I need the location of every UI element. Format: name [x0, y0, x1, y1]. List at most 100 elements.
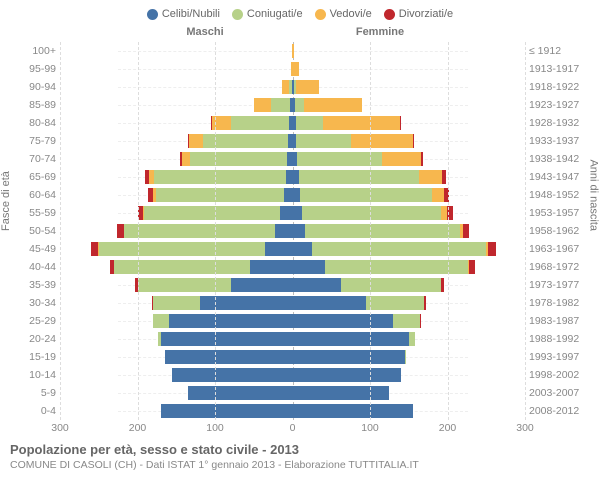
bar-segment-single — [293, 206, 302, 220]
bar-segment-single — [293, 332, 409, 346]
birth-year-label: 1933-1937 — [525, 132, 600, 150]
bar-female — [293, 98, 363, 112]
birth-year-label: 1968-1972 — [525, 258, 600, 276]
bar-row — [60, 384, 525, 402]
plot-area — [60, 42, 525, 420]
age-group-label: 30-34 — [0, 294, 60, 312]
bar-segment-single — [293, 278, 341, 292]
bar-female — [293, 242, 496, 256]
bar-segment-widowed — [351, 134, 413, 148]
bar-rows — [60, 42, 525, 420]
bar-female — [293, 350, 406, 364]
bar-female — [293, 314, 422, 328]
bar-segment-widowed — [182, 152, 190, 166]
bar-segment-divorced — [117, 224, 124, 238]
legend-label: Coniugati/e — [247, 8, 303, 20]
column-headers: Maschi Femmine — [0, 26, 600, 42]
bar-male — [91, 242, 292, 256]
bar-male — [172, 368, 292, 382]
bar-row — [60, 186, 525, 204]
gridline — [525, 42, 526, 420]
bar-segment-married — [405, 350, 406, 364]
bar-segment-single — [250, 260, 293, 274]
bar-segment-married — [231, 116, 289, 130]
birth-year-label: 1918-1922 — [525, 78, 600, 96]
bar-row — [60, 222, 525, 240]
bar-segment-single — [169, 314, 293, 328]
bar-segment-single — [280, 206, 292, 220]
bar-segment-single — [293, 404, 413, 418]
birth-year-label: 1953-1957 — [525, 204, 600, 222]
age-group-label: 95-99 — [0, 60, 60, 78]
bar-segment-widowed — [432, 188, 444, 202]
bar-segment-single — [231, 278, 293, 292]
bar-male — [282, 80, 293, 94]
birth-year-label: 1983-1987 — [525, 312, 600, 330]
xaxis-label: 100 — [361, 422, 379, 434]
bar-segment-married — [393, 314, 420, 328]
bar-segment-widowed — [293, 44, 295, 58]
bar-segment-married — [299, 170, 419, 184]
bar-female — [293, 134, 415, 148]
age-group-label: 80-84 — [0, 114, 60, 132]
plot: Fasce di età Anni di nascita 100+95-9990… — [0, 42, 600, 420]
bar-male — [165, 350, 293, 364]
bar-segment-married — [296, 134, 350, 148]
bar-segment-single — [293, 224, 305, 238]
bar-row — [60, 366, 525, 384]
bar-segment-married — [271, 98, 290, 112]
bar-female — [293, 368, 402, 382]
bar-segment-married — [300, 188, 432, 202]
legend-item: Divorziati/e — [384, 8, 453, 20]
bar-segment-widowed — [323, 116, 401, 130]
bar-row — [60, 402, 525, 420]
gridline — [448, 42, 449, 420]
bar-male — [145, 170, 292, 184]
xaxis-label: 300 — [516, 422, 534, 434]
footer-title: Popolazione per età, sesso e stato civil… — [10, 442, 590, 457]
bar-female — [293, 296, 426, 310]
bar-segment-single — [293, 368, 402, 382]
legend-label: Vedovi/e — [330, 8, 372, 20]
bar-row — [60, 348, 525, 366]
bar-segment-single — [293, 242, 312, 256]
bar-segment-married — [295, 98, 304, 112]
bar-segment-single — [293, 314, 394, 328]
birth-year-label: 1973-1977 — [525, 276, 600, 294]
footer: Popolazione per età, sesso e stato civil… — [0, 438, 600, 479]
bar-segment-widowed — [293, 62, 299, 76]
bar-segment-divorced — [441, 278, 444, 292]
bar-segment-widowed — [419, 170, 442, 184]
bar-segment-married — [296, 116, 323, 130]
xaxis-label: 100 — [206, 422, 224, 434]
birth-year-label: 1913-1917 — [525, 60, 600, 78]
bar-female — [293, 80, 319, 94]
bar-female — [293, 44, 295, 58]
bar-segment-single — [275, 224, 292, 238]
age-group-label: 10-14 — [0, 366, 60, 384]
xaxis-label: 200 — [439, 422, 457, 434]
legend-swatch — [315, 9, 326, 20]
bar-segment-divorced — [424, 296, 426, 310]
population-pyramid-chart: Celibi/NubiliConiugati/eVedovi/eDivorzia… — [0, 0, 600, 485]
bar-segment-single — [161, 332, 293, 346]
bar-female — [293, 224, 470, 238]
bar-row — [60, 42, 525, 60]
bar-segment-widowed — [382, 152, 421, 166]
bar-segment-married — [409, 332, 415, 346]
age-group-label: 90-94 — [0, 78, 60, 96]
age-group-label: 75-79 — [0, 132, 60, 150]
birth-year-label: 1998-2002 — [525, 366, 600, 384]
bar-segment-divorced — [488, 242, 496, 256]
bar-female — [293, 404, 413, 418]
xaxis-label: 300 — [51, 422, 69, 434]
bar-segment-married — [156, 188, 284, 202]
age-group-label: 50-54 — [0, 222, 60, 240]
age-group-label: 20-24 — [0, 330, 60, 348]
age-group-label: 0-4 — [0, 402, 60, 420]
bar-segment-divorced — [442, 170, 446, 184]
bar-segment-married — [153, 314, 169, 328]
birth-year-label: 1943-1947 — [525, 168, 600, 186]
bar-segment-divorced — [421, 152, 423, 166]
bar-segment-married — [305, 224, 460, 238]
